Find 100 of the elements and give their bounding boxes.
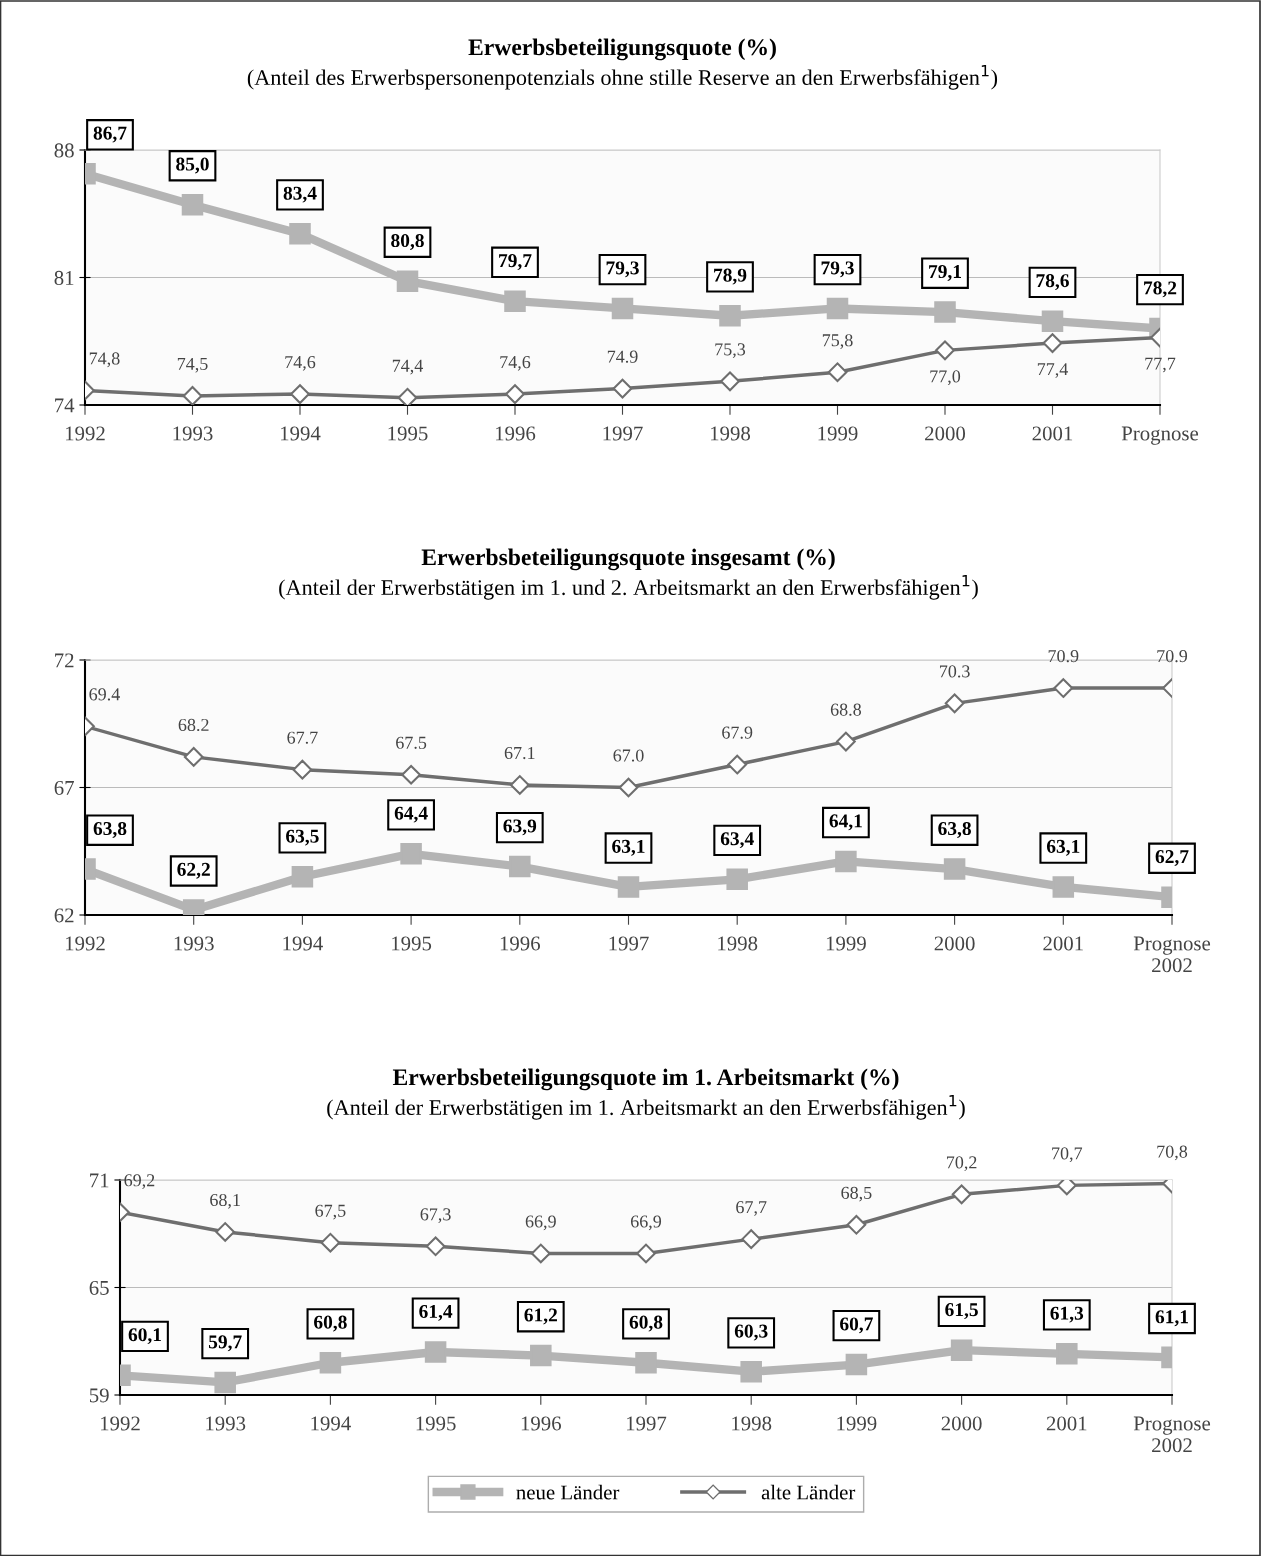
point (836, 731, 856, 752)
y-tick-label: 59 (89, 1388, 109, 1403)
x-tick-label: 1995 (392, 936, 432, 951)
x-tick-label: 1997 (609, 936, 649, 951)
point (826, 297, 849, 320)
data-label: 63,4 (720, 832, 754, 849)
data-label: 61,1 (1155, 1310, 1189, 1327)
point (397, 387, 418, 405)
data-label: 79,1 (929, 265, 962, 281)
data-label: 61,5 (945, 1303, 978, 1320)
point (530, 1243, 551, 1264)
y-tick-label: 81 (54, 270, 74, 285)
point (530, 1344, 552, 1367)
data-label: 67.0 (613, 749, 644, 762)
data-label: 67,5 (315, 1204, 346, 1220)
point (1041, 310, 1064, 332)
data-label: 68.2 (178, 718, 209, 732)
chart-subtitle: (Anteil der Erwerbstätigen im 1. Arbeitsmarkt an den Erwerbsfähigen$^{1}$) (327, 1095, 965, 1120)
x-tick-label: 1999 (826, 936, 866, 951)
y-tick-label: 65 (89, 1280, 109, 1295)
point (611, 297, 634, 320)
x-tick-label: 2001 (1032, 426, 1073, 441)
x-tick-label: 1992 (101, 1416, 140, 1431)
point (182, 386, 203, 405)
x-tick-label: 1992 (66, 426, 105, 441)
point (740, 1360, 762, 1383)
data-label: 61,2 (524, 1308, 557, 1325)
data-label: 59,7 (208, 1335, 242, 1352)
data-label: 77,0 (930, 370, 961, 386)
point (509, 855, 531, 878)
x-tick-label: 1994 (283, 936, 323, 951)
data-label: 67,3 (420, 1208, 451, 1223)
data-label: 60,3 (734, 1324, 768, 1341)
point (424, 1341, 447, 1363)
point (950, 1339, 973, 1361)
data-label: 68.8 (830, 703, 862, 716)
data-label: 78,2 (1144, 281, 1177, 298)
x-tick-label: 1995 (388, 426, 428, 441)
data-label: 63,8 (93, 821, 127, 838)
legend-label: alte Länder (761, 1484, 856, 1500)
y-tick-label: 72 (55, 653, 74, 668)
point (845, 1353, 868, 1376)
point (719, 304, 741, 327)
data-label: 79,3 (606, 261, 639, 278)
x-tick-label: 1999 (818, 426, 858, 441)
x-tick-label: 1998 (718, 936, 758, 951)
data-label: 60,7 (840, 1317, 873, 1334)
point (401, 764, 421, 785)
data-label: 70,8 (1157, 1145, 1188, 1161)
point (835, 850, 857, 873)
data-label: 63,5 (286, 829, 319, 846)
x-tick-label: 1994 (281, 426, 321, 441)
legend-label: neue Länder (516, 1484, 620, 1500)
point (635, 1351, 657, 1374)
data-label: 64,4 (394, 806, 428, 823)
data-label: 68,5 (841, 1186, 872, 1202)
x-tick-label: 1997 (603, 426, 643, 441)
y-tick-label: 71 (90, 1173, 109, 1188)
point (612, 378, 633, 399)
data-label: 69.4 (89, 688, 120, 701)
point (617, 876, 640, 898)
data-label: 66,9 (630, 1215, 662, 1231)
chart-title: Erwerbsbeteiligungsquote im 1. Arbeitsmarkt (%) (392, 1068, 899, 1091)
chart-subtitle: (Anteil der Erwerbstätigen im 1. und 2. Arbeitsmarkt an den Erwerbsfähigen$^{1}$) (279, 575, 978, 600)
data-label: 74.9 (607, 350, 638, 363)
data-label: 79,3 (821, 261, 854, 278)
point (827, 362, 848, 383)
data-label: 86,7 (93, 126, 127, 143)
data-label: 77,4 (1037, 363, 1069, 378)
x-tick-label: 1993 (174, 936, 214, 951)
point (215, 1222, 236, 1242)
data-label: 78,9 (714, 268, 747, 285)
data-label: 67.5 (396, 736, 427, 749)
point (400, 843, 422, 865)
point (291, 865, 314, 888)
data-label: 75,3 (715, 343, 746, 359)
data-label: 74,6 (500, 356, 531, 371)
data-label: 70,2 (946, 1156, 977, 1172)
x-tick-label: 2001 (1046, 1416, 1087, 1431)
x-tick-label: 1993 (206, 1416, 246, 1431)
data-label: 60,1 (128, 1328, 162, 1345)
data-label: 63,1 (1046, 839, 1080, 856)
y-tick-label: 74 (55, 398, 75, 413)
point (934, 301, 956, 323)
chart-subtitle: (Anteil des Erwerbspersonenpotenzials ohne stille Reserve an den Erwerbsfähigen$^{1}$) (247, 65, 998, 90)
point (1052, 876, 1075, 898)
point (505, 384, 525, 404)
point (214, 1371, 236, 1394)
data-label: 77,7 (1145, 357, 1176, 373)
data-label: 74,4 (392, 359, 424, 375)
data-label: 63,1 (612, 839, 645, 856)
x-tick-label: 1998 (732, 1416, 772, 1431)
data-label: 64,1 (829, 814, 862, 831)
point (292, 759, 313, 780)
chart-title: Erwerbsbeteiligungsquote (%) (468, 38, 776, 61)
point (726, 868, 748, 891)
point (289, 223, 311, 245)
point (425, 1236, 446, 1257)
point (396, 270, 419, 292)
x-tick-label: 1995 (416, 1416, 456, 1431)
